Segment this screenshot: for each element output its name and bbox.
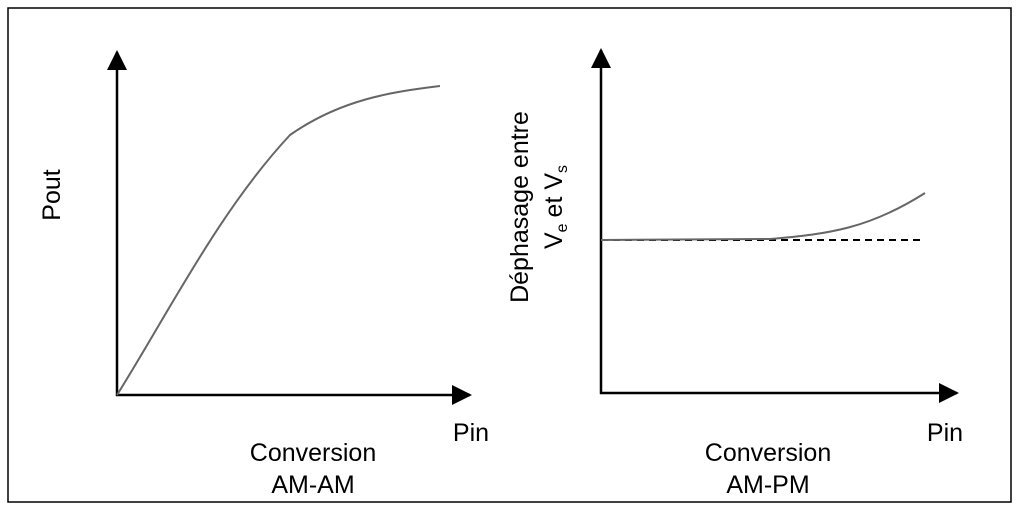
caption: Conversion [705,439,831,467]
x-label: Pin [927,419,963,447]
x-label: Pin [453,419,489,447]
y-label: Déphasage entre [506,111,534,303]
y-label: Pout [38,169,66,220]
y-label: Ve et Vs [540,165,571,249]
y-label-sub: e [554,223,571,232]
am-am-curve [116,85,441,396]
frame [7,7,1012,503]
y-label-part: et V [540,173,568,218]
am-pm-curve [600,192,926,241]
y-label-sub: s [554,165,571,173]
caption: AM-AM [271,471,354,499]
caption: AM-PM [726,471,809,499]
y-label-part: V [540,232,568,249]
caption: Conversion [250,439,376,467]
